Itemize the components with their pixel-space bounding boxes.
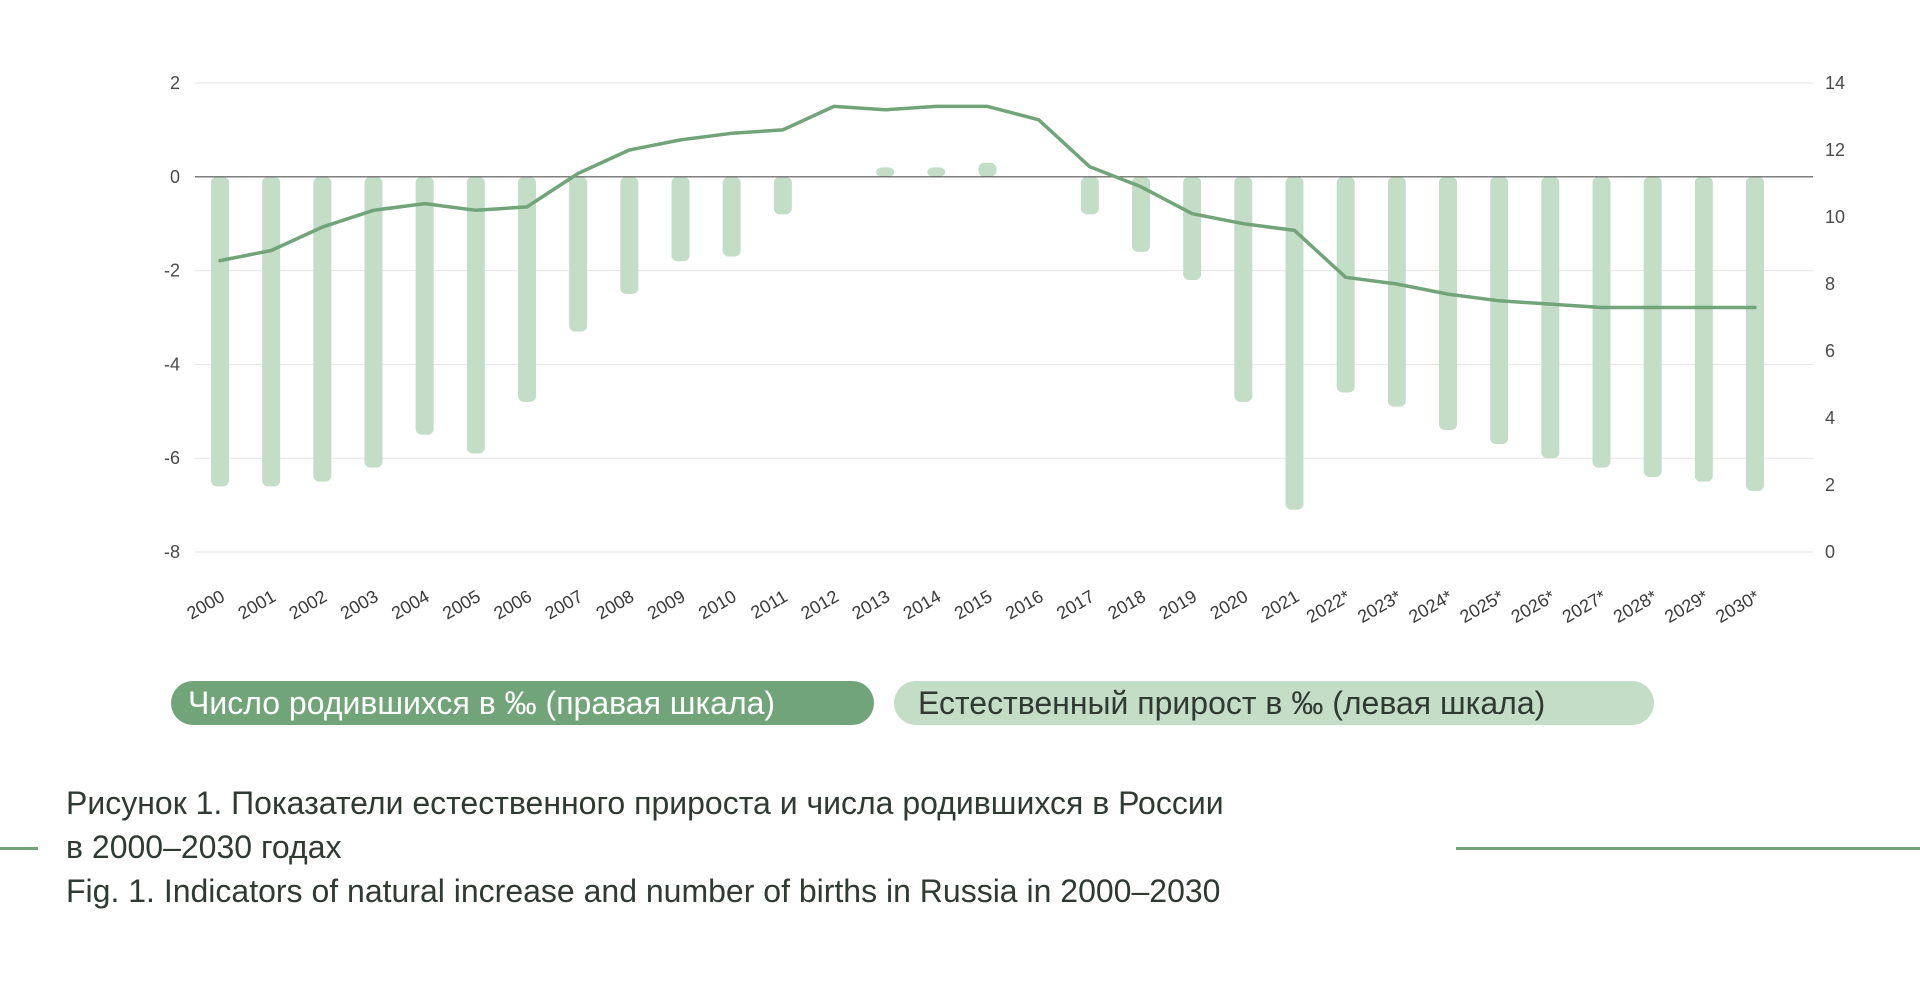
bar bbox=[1439, 176, 1457, 431]
bar bbox=[1183, 176, 1202, 280]
legend-label-natural-increase: Естественный прирост в ‰ (левая шкала) bbox=[918, 684, 1546, 721]
x-tick-label: 2002 bbox=[286, 586, 331, 623]
x-tick-label: 2024* bbox=[1405, 586, 1456, 627]
x-tick-label: 2012 bbox=[797, 586, 842, 623]
x-tick-label: 2027* bbox=[1559, 586, 1610, 627]
bar bbox=[978, 162, 997, 177]
x-tick-label: 2007 bbox=[541, 586, 586, 623]
bar bbox=[1746, 176, 1764, 492]
bar bbox=[620, 176, 639, 295]
x-tick-label: 2028* bbox=[1610, 586, 1661, 627]
bar bbox=[773, 176, 792, 215]
x-tick-label: 2019 bbox=[1155, 586, 1200, 623]
x-tick-label: 2025* bbox=[1456, 586, 1507, 627]
left-tick-label: -2 bbox=[164, 261, 180, 281]
decorative-rule-left bbox=[0, 847, 38, 850]
right-tick-label: 4 bbox=[1825, 408, 1835, 428]
bar-series bbox=[211, 162, 1764, 510]
x-tick-label: 2029* bbox=[1661, 586, 1712, 627]
right-tick-label: 14 bbox=[1825, 73, 1845, 93]
x-tick-label: 2013 bbox=[848, 586, 893, 623]
bar bbox=[415, 176, 434, 435]
bar bbox=[1490, 176, 1509, 445]
bar bbox=[927, 167, 946, 177]
x-tick-label: 2011 bbox=[747, 586, 791, 623]
figure-caption-ru-line1: Рисунок 1. Показатели естественного прир… bbox=[66, 785, 1224, 821]
bar bbox=[569, 176, 588, 332]
x-tick-label: 2010 bbox=[695, 586, 740, 623]
legend-label-births: Число родившихся в ‰ (правая шкала) bbox=[188, 684, 776, 721]
figure-caption-en: Fig. 1. Indicators of natural increase a… bbox=[66, 873, 1221, 909]
bar bbox=[1285, 176, 1304, 510]
left-tick-label: -6 bbox=[164, 448, 180, 468]
figure-caption-ru-line2: в 2000–2030 годах bbox=[66, 829, 342, 865]
bar bbox=[1387, 176, 1406, 407]
x-tick-label: 2018 bbox=[1104, 586, 1149, 623]
x-tick-label: 2016 bbox=[1002, 586, 1047, 623]
right-tick-label: 6 bbox=[1825, 341, 1835, 361]
left-tick-label: -8 bbox=[164, 542, 180, 562]
right-tick-label: 12 bbox=[1825, 140, 1845, 160]
births-line bbox=[218, 104, 1757, 310]
bar bbox=[1694, 176, 1713, 482]
bar bbox=[1336, 176, 1355, 393]
x-tick-label: 2022* bbox=[1303, 586, 1354, 627]
decorative-rule-right bbox=[1456, 847, 1920, 850]
left-axis: 2 0 -2 -4 -6 -8 bbox=[164, 73, 180, 562]
legend-item-natural-increase: Естественный прирост в ‰ (левая шкала) bbox=[894, 681, 1654, 725]
grid-lines bbox=[195, 82, 1813, 553]
bar bbox=[1132, 176, 1150, 252]
x-tick-label: 2015 bbox=[951, 586, 996, 623]
right-tick-label: 8 bbox=[1825, 274, 1835, 294]
x-tick-label: 2014 bbox=[900, 586, 945, 623]
x-tick-label: 2030* bbox=[1712, 586, 1763, 627]
x-tick-label: 2008 bbox=[593, 586, 638, 623]
x-tick-label: 2023* bbox=[1354, 586, 1405, 627]
x-tick-label: 2006 bbox=[490, 586, 535, 623]
bar bbox=[722, 176, 741, 257]
left-tick-label: 0 bbox=[170, 167, 180, 187]
bar bbox=[313, 176, 332, 482]
bar bbox=[262, 176, 281, 487]
bar bbox=[1643, 176, 1662, 477]
bar bbox=[518, 176, 536, 402]
x-tick-label: 2009 bbox=[644, 586, 689, 623]
x-tick-label: 2005 bbox=[439, 586, 484, 623]
x-tick-label: 2004 bbox=[388, 586, 433, 623]
bar bbox=[466, 176, 485, 454]
x-tick-label: 2001 bbox=[234, 586, 279, 623]
bar bbox=[1080, 176, 1099, 215]
line-series bbox=[218, 104, 1757, 310]
right-axis: 14 12 10 8 6 4 2 0 bbox=[1825, 73, 1845, 562]
bar bbox=[1234, 176, 1253, 402]
x-axis: 2000 2001 2002 2003 2004 2005 2006 2007 2008 2009… bbox=[183, 586, 1763, 627]
bar bbox=[1592, 176, 1611, 468]
right-tick-label: 0 bbox=[1825, 542, 1835, 562]
bar bbox=[364, 176, 383, 468]
left-tick-label: 2 bbox=[170, 73, 180, 93]
bar bbox=[211, 176, 229, 487]
x-tick-label: 2026* bbox=[1508, 586, 1559, 627]
x-tick-label: 2017 bbox=[1053, 586, 1098, 623]
x-tick-label: 2003 bbox=[337, 586, 382, 623]
bar bbox=[671, 176, 690, 262]
x-tick-label: 2020 bbox=[1207, 586, 1252, 623]
x-tick-label: 2021 bbox=[1258, 586, 1303, 623]
left-tick-label: -4 bbox=[164, 354, 180, 374]
x-tick-label: 2000 bbox=[183, 586, 228, 623]
legend-item-births: Число родившихся в ‰ (правая шкала) bbox=[171, 681, 874, 725]
right-tick-label: 10 bbox=[1825, 207, 1845, 227]
bar bbox=[876, 167, 895, 177]
bar bbox=[1541, 176, 1560, 459]
right-tick-label: 2 bbox=[1825, 475, 1835, 495]
